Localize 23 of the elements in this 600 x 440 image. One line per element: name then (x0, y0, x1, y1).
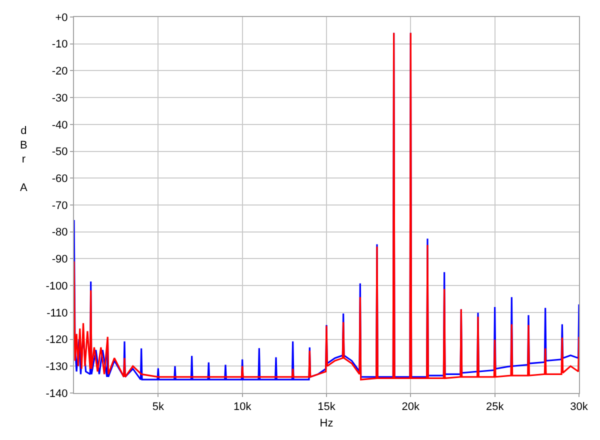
y-tick-label: -50 (52, 146, 68, 158)
y-tick-label: -40 (52, 119, 68, 132)
x-tick-label: 30k (570, 401, 588, 414)
y-tick-label: -20 (52, 66, 68, 78)
x-tick-label: 15k (318, 401, 336, 414)
y-tick-label: -30 (52, 92, 68, 104)
y-tick-label: -140 (46, 388, 68, 400)
y-tick-label: -70 (52, 200, 68, 212)
x-tick-label: 10k (233, 401, 252, 414)
x-tick-label: 5k (152, 401, 164, 414)
y-tick-label: -130 (46, 360, 68, 373)
x-axis-title: Hz (320, 417, 334, 430)
y-tick-label: -10 (52, 38, 68, 51)
x-tick-label: 25k (486, 401, 504, 414)
y-tick-label: -90 (52, 254, 68, 266)
x-tick-label: 20k (402, 401, 420, 414)
y-tick-label: -80 (52, 226, 68, 239)
y-tick-label: +0 (55, 12, 68, 24)
y-tick-label: -120 (46, 334, 68, 346)
y-tick-label: -60 (52, 172, 68, 185)
text: dBr A (20, 125, 28, 194)
y-tick-label: -100 (46, 280, 68, 292)
y-tick-label: -110 (46, 307, 68, 320)
